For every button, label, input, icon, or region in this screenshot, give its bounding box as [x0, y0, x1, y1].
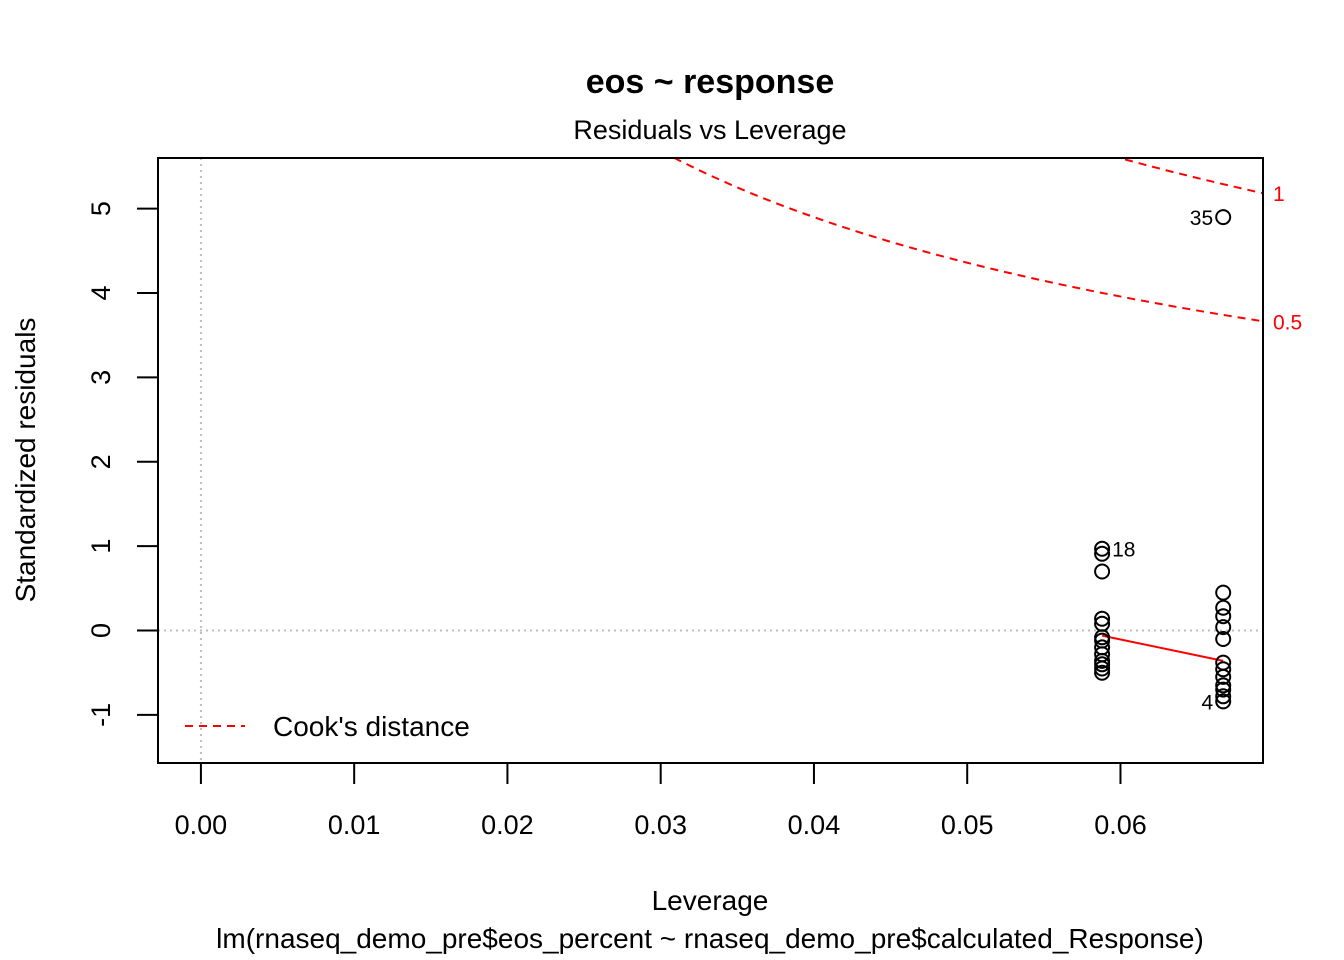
- legend: Cook's distance: [185, 711, 470, 742]
- data-points: [1094, 209, 1232, 710]
- x-tick-label: 0.04: [788, 810, 841, 840]
- y-tick-label: -1: [86, 703, 116, 727]
- cooks-distance-contours: [672, 158, 1263, 323]
- cooks-level-labels: 0.51: [1273, 183, 1302, 334]
- data-point: [1215, 681, 1232, 698]
- point-labels: 35 18 4: [1112, 207, 1213, 714]
- x-tick-label: 0.03: [634, 810, 687, 840]
- cooks-contour-0.5: [672, 158, 1263, 323]
- data-point: [1094, 660, 1111, 677]
- data-point: [1215, 668, 1232, 685]
- point-label: 35: [1190, 207, 1213, 230]
- data-point: [1215, 209, 1232, 226]
- x-tick-label: 0.05: [941, 810, 994, 840]
- legend-label: Cook's distance: [273, 711, 470, 742]
- reference-lines: [158, 158, 1263, 763]
- data-point: [1094, 545, 1111, 562]
- y-tick-label: 2: [86, 454, 116, 469]
- data-point: [1215, 688, 1232, 705]
- smooth-line: [1101, 634, 1224, 662]
- x-axis-label: Leverage: [652, 885, 769, 916]
- data-point: [1215, 608, 1232, 625]
- point-label: 18: [1112, 539, 1135, 562]
- y-tick-label: 5: [86, 201, 116, 216]
- y-axis: -1 0 1 2 3 4 5: [86, 201, 159, 727]
- y-axis-label: Standardized residuals: [10, 318, 41, 603]
- y-tick-label: 1: [86, 539, 116, 554]
- data-point: [1215, 693, 1232, 710]
- cooks-level-label: 1: [1273, 183, 1285, 206]
- y-tick-label: 0: [86, 623, 116, 638]
- x-tick-label: 0.01: [328, 810, 381, 840]
- data-point: [1094, 664, 1111, 681]
- point-label: 4: [1201, 691, 1213, 714]
- data-point: [1215, 619, 1232, 636]
- chart-title: eos ~ response: [586, 63, 835, 101]
- smooth-line-path: [1101, 634, 1224, 662]
- data-point: [1094, 656, 1111, 673]
- cooks-level-label: 0.5: [1273, 311, 1302, 334]
- data-point: [1094, 563, 1111, 580]
- y-tick-label: 4: [86, 285, 116, 300]
- x-axis-caption: lm(rnaseq_demo_pre$eos_percent ~ rnaseq_…: [216, 923, 1204, 954]
- data-point: [1215, 584, 1232, 601]
- data-point: [1215, 677, 1232, 694]
- data-point: [1094, 610, 1111, 627]
- x-tick-label: 0.00: [175, 810, 228, 840]
- x-tick-label: 0.02: [481, 810, 534, 840]
- data-point: [1094, 540, 1111, 557]
- data-point: [1215, 661, 1232, 678]
- data-point: [1215, 631, 1232, 647]
- x-axis: 0.00 0.01 0.02 0.03 0.04 0.05 0.06: [175, 762, 1147, 840]
- data-point: [1215, 599, 1232, 616]
- y-tick-label: 3: [86, 370, 116, 385]
- chart-subtitle: Residuals vs Leverage: [573, 115, 846, 145]
- x-tick-label: 0.06: [1094, 810, 1147, 840]
